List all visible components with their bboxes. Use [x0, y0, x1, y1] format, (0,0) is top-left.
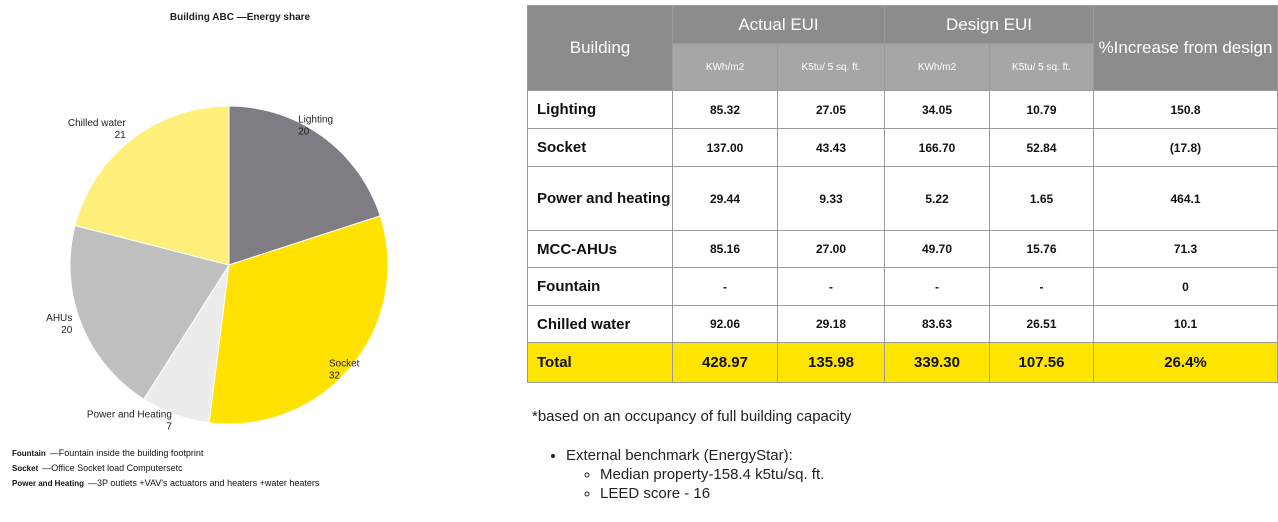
- table-cell: 5.22: [884, 166, 990, 231]
- table-cell: 135.98: [777, 342, 885, 383]
- table-cell: (17.8): [1093, 128, 1278, 167]
- benchmark-list: External benchmark (EnergyStar): Median …: [532, 447, 851, 502]
- table-cell: 0: [1093, 267, 1278, 306]
- row-name: Socket: [527, 128, 673, 167]
- table-row: Chilled water 92.06 29.18 83.63 26.51 10.1: [527, 305, 1278, 343]
- eui-table: Building Actual EUI Design EUI %Increase…: [527, 5, 1278, 383]
- table-cell: 85.16: [672, 230, 778, 268]
- table-cell: 34.05: [884, 90, 990, 129]
- note-desc: —Office Socket load Computersetc: [42, 463, 183, 473]
- subheader-cell: K5tu/ 5 sq. ft.: [777, 43, 885, 91]
- table-cell: 339.30: [884, 342, 990, 383]
- table-cell: 26.51: [989, 305, 1094, 343]
- chart-title: Building ABC —Energy share: [170, 12, 311, 23]
- table-cell: -: [989, 267, 1094, 306]
- slice-label: Socket: [329, 358, 360, 369]
- header-cell: Building: [527, 5, 673, 91]
- pie-slice: [74, 105, 230, 266]
- subheader-cell: K5tu/ 5 sq. ft.: [989, 43, 1094, 91]
- benchmark-title: External benchmark (EnergyStar):: [566, 447, 851, 464]
- table-cell: 26.4%: [1093, 342, 1278, 383]
- note-term: Power and Heating: [12, 479, 85, 488]
- table-cell: 43.43: [777, 128, 885, 167]
- table-cell: 27.05: [777, 90, 885, 129]
- table-row: Power and heating 29.44 9.33 5.22 1.65 464.1: [527, 166, 1278, 231]
- table-cell: 71.3: [1093, 230, 1278, 268]
- footnotes: *based on an occupancy of full building …: [532, 408, 851, 502]
- slice-label: Chilled water: [68, 118, 126, 129]
- table-cell: 166.70: [884, 128, 990, 167]
- table-cell: 29.44: [672, 166, 778, 231]
- table-cell: 1.65: [989, 166, 1094, 231]
- table-cell: 150.8: [1093, 90, 1278, 129]
- table-cell: -: [884, 267, 990, 306]
- table-cell: 9.33: [777, 166, 885, 231]
- pie-slice: [208, 215, 389, 425]
- slice-label: AHUs: [46, 313, 72, 324]
- slice-value: 7: [166, 422, 172, 433]
- slice-label: Lighting: [298, 115, 333, 126]
- table-cell: -: [777, 267, 885, 306]
- note-term: Socket: [12, 464, 39, 473]
- header-cell: Design EUI: [884, 5, 1094, 44]
- subheader-cell: KWh/m2: [672, 43, 778, 91]
- table-row: Total 428.97 135.98 339.30 107.56 26.4%: [527, 342, 1278, 383]
- table-cell: 83.63: [884, 305, 990, 343]
- slice-value: 32: [329, 370, 341, 381]
- table-cell: 428.97: [672, 342, 778, 383]
- row-name: Chilled water: [527, 305, 673, 343]
- subheader-cell: KWh/m2: [884, 43, 990, 91]
- table-row: Socket 137.00 43.43 166.70 52.84 (17.8): [527, 128, 1278, 167]
- benchmark-items: Median property-158.4 k5tu/sq. ft. LEED s…: [566, 466, 851, 502]
- table-cell: 85.32: [672, 90, 778, 129]
- table-row: Fountain - - - -0: [527, 267, 1278, 306]
- slice-value: 21: [115, 130, 127, 141]
- legend-notes: Fountain —Fountain inside the building fo…: [12, 446, 319, 491]
- note-term: Fountain: [12, 449, 46, 458]
- table-cell: 137.00: [672, 128, 778, 167]
- slice-value: 20: [61, 325, 73, 336]
- table-cell: 52.84: [989, 128, 1094, 167]
- table-cell: 10.79: [989, 90, 1094, 129]
- table-cell: 92.06: [672, 305, 778, 343]
- table-cell: 27.00: [777, 230, 885, 268]
- header-cell: %Increase from design: [1093, 5, 1278, 91]
- note: Fountain —Fountain inside the building fo…: [12, 446, 319, 461]
- table-row: Lighting 85.32 27.05 34.05 10.79 150.8: [527, 90, 1278, 129]
- row-name: Lighting: [527, 90, 673, 129]
- note: Power and Heating —3P outlets +VAV's actu…: [12, 476, 319, 491]
- pie-slice: [228, 105, 381, 266]
- table-cell: 29.18: [777, 305, 885, 343]
- note-desc: —3P outlets +VAV's actuators and heaters…: [88, 478, 320, 488]
- row-name: Fountain: [527, 267, 673, 306]
- row-name: Total: [527, 342, 673, 383]
- table-row: MCC-AHUs 85.16 27.00 49.70 15.76 71.3: [527, 230, 1278, 268]
- row-name: MCC-AHUs: [527, 230, 673, 268]
- slice-value: 20: [298, 127, 310, 138]
- table-cell: 49.70: [884, 230, 990, 268]
- row-name: Power and heating: [527, 166, 673, 231]
- footnote: *based on an occupancy of full building …: [532, 408, 852, 425]
- note-desc: —Fountain inside the building footprint: [49, 448, 204, 458]
- benchmark-item: Median property-158.4 k5tu/sq. ft.: [600, 466, 851, 483]
- note: Socket —Office Socket load Computersetc: [12, 461, 319, 476]
- header-cell: Actual EUI: [672, 5, 885, 44]
- pie-chart: Building ABC —Energy share Lighting20Soc…: [46, 12, 389, 433]
- slice-label: Power and Heating: [87, 410, 172, 421]
- table-cell: -: [672, 267, 778, 306]
- table-cell: 464.1: [1093, 166, 1278, 231]
- pie-slice: [69, 224, 230, 400]
- table-cell: 10.1: [1093, 305, 1278, 343]
- benchmark-item: LEED score - 16: [600, 485, 851, 502]
- table-cell: 107.56: [989, 342, 1094, 383]
- table-cell: 15.76: [989, 230, 1094, 268]
